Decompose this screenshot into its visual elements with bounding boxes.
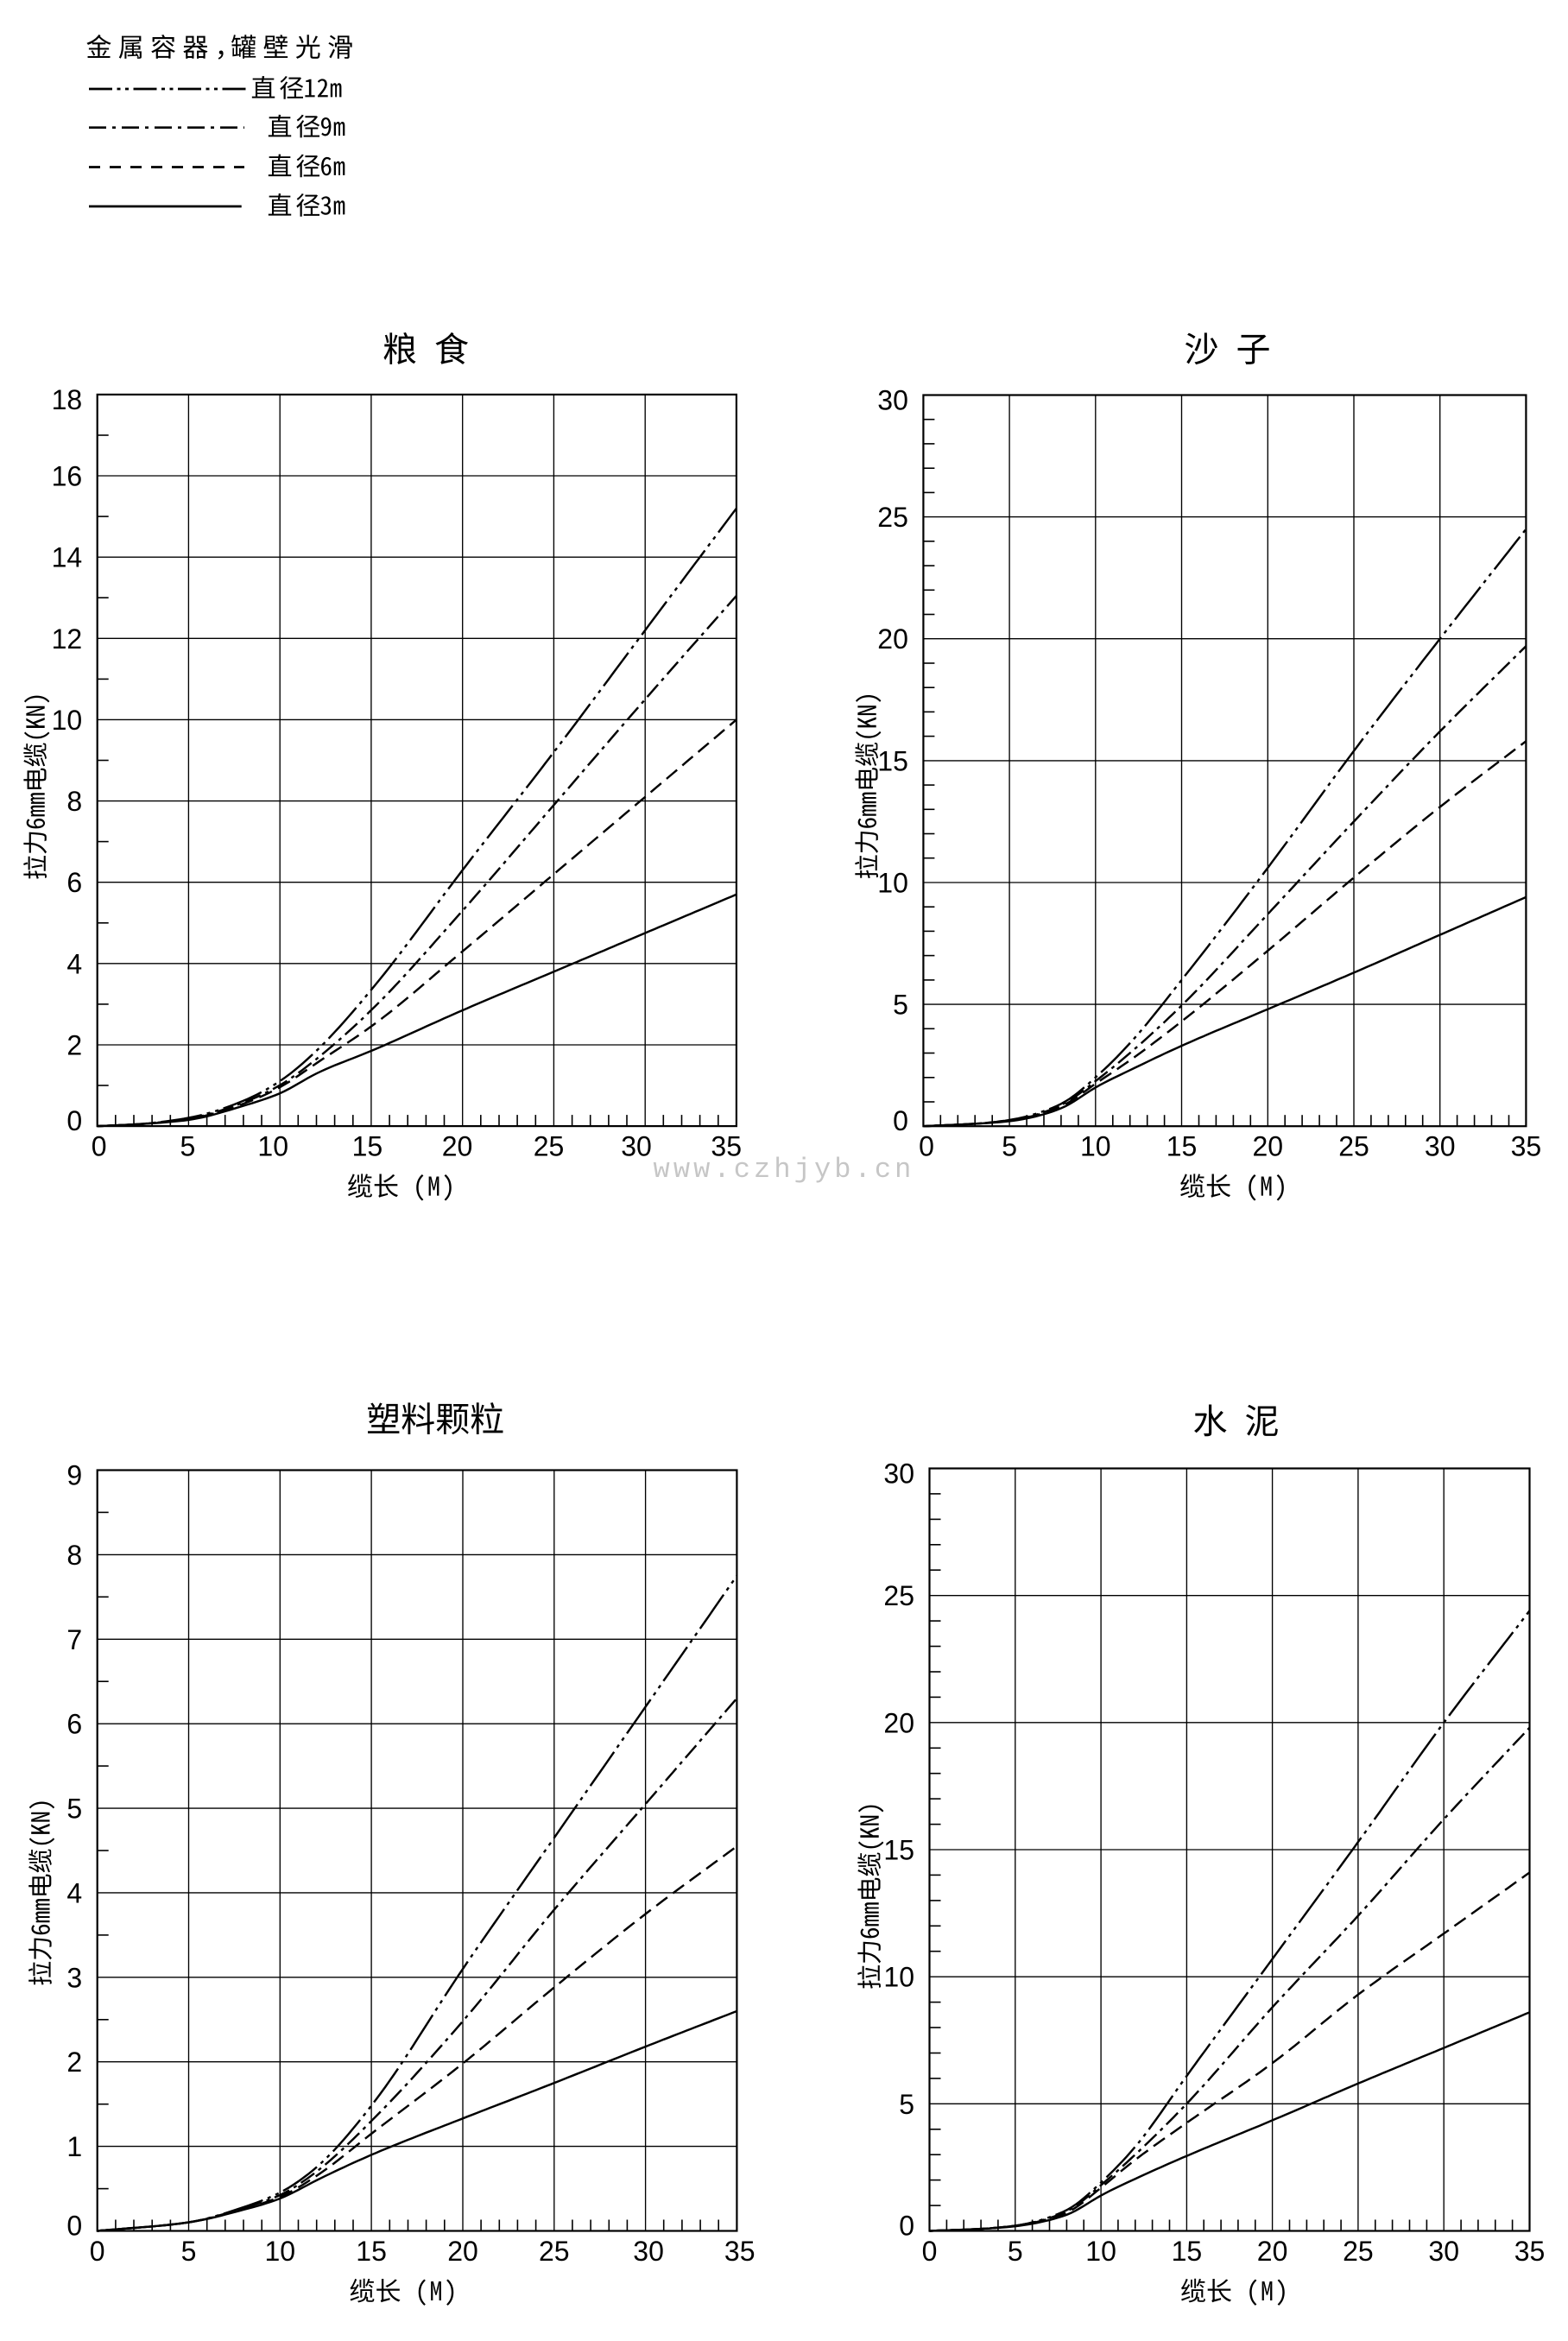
svg-text:35: 35 (724, 2236, 756, 2267)
svg-text:5: 5 (1008, 2236, 1023, 2267)
svg-text:25: 25 (877, 502, 908, 533)
svg-text:15: 15 (883, 1835, 914, 1866)
svg-text:5: 5 (180, 1131, 196, 1162)
svg-text:4: 4 (66, 948, 82, 979)
svg-text:www.czhjyb.cn: www.czhjyb.cn (654, 1154, 915, 1186)
svg-text:20: 20 (1253, 1131, 1284, 1162)
svg-text:0: 0 (92, 1131, 107, 1162)
svg-text:2: 2 (66, 2047, 82, 2078)
svg-text:25: 25 (1338, 1131, 1369, 1162)
svg-text:14: 14 (52, 542, 83, 573)
svg-text:10: 10 (257, 1131, 288, 1162)
svg-text:12: 12 (52, 623, 83, 655)
svg-text:10: 10 (1080, 1131, 1111, 1162)
svg-text:5: 5 (66, 1794, 82, 1825)
svg-text:35: 35 (711, 1131, 742, 1162)
svg-text:6: 6 (66, 867, 82, 898)
svg-text:30: 30 (633, 2236, 664, 2267)
svg-text:10: 10 (883, 1962, 914, 1993)
svg-text:0: 0 (899, 2211, 914, 2242)
svg-text:3: 3 (66, 1962, 82, 1993)
svg-text:20: 20 (447, 2236, 478, 2267)
svg-text:35: 35 (1514, 2236, 1546, 2267)
svg-text:0: 0 (919, 1131, 934, 1162)
svg-text:30: 30 (883, 1458, 914, 1490)
svg-text:8: 8 (66, 1540, 82, 1571)
svg-text:30: 30 (1428, 2236, 1459, 2267)
svg-text:9: 9 (66, 1460, 82, 1491)
svg-text:10: 10 (1085, 2236, 1116, 2267)
svg-text:5: 5 (893, 990, 908, 1021)
svg-text:25: 25 (883, 1580, 914, 1611)
svg-text:8: 8 (66, 786, 82, 817)
svg-text:35: 35 (1511, 1131, 1542, 1162)
svg-text:0: 0 (66, 1105, 82, 1136)
svg-text:15: 15 (1167, 1131, 1198, 1162)
svg-text:20: 20 (1257, 2236, 1288, 2267)
svg-text:4: 4 (66, 1877, 82, 1908)
svg-text:1: 1 (66, 2131, 82, 2162)
svg-text:15: 15 (1172, 2236, 1203, 2267)
svg-text:20: 20 (442, 1131, 473, 1162)
svg-text:10: 10 (265, 2236, 296, 2267)
svg-text:16: 16 (52, 461, 83, 492)
svg-text:25: 25 (539, 2236, 570, 2267)
svg-text:7: 7 (66, 1624, 82, 1655)
svg-text:0: 0 (66, 2211, 82, 2242)
svg-text:15: 15 (356, 2236, 387, 2267)
svg-text:30: 30 (621, 1131, 652, 1162)
svg-text:5: 5 (181, 2236, 197, 2267)
svg-text:5: 5 (899, 2089, 914, 2120)
svg-text:10: 10 (877, 868, 908, 899)
svg-text:18: 18 (52, 384, 83, 415)
svg-text:20: 20 (883, 1707, 914, 1738)
svg-text:6: 6 (66, 1709, 82, 1740)
svg-text:0: 0 (922, 2236, 938, 2267)
svg-text:5: 5 (1002, 1131, 1017, 1162)
svg-text:0: 0 (893, 1105, 908, 1136)
svg-text:0: 0 (90, 2236, 105, 2267)
svg-text:2: 2 (66, 1030, 82, 1061)
svg-text:25: 25 (534, 1131, 565, 1162)
svg-text:15: 15 (352, 1131, 383, 1162)
svg-text:15: 15 (877, 745, 908, 776)
svg-text:20: 20 (877, 623, 908, 655)
svg-text:30: 30 (1425, 1131, 1456, 1162)
svg-text:25: 25 (1343, 2236, 1374, 2267)
svg-text:10: 10 (52, 705, 83, 736)
svg-text:30: 30 (877, 385, 908, 416)
